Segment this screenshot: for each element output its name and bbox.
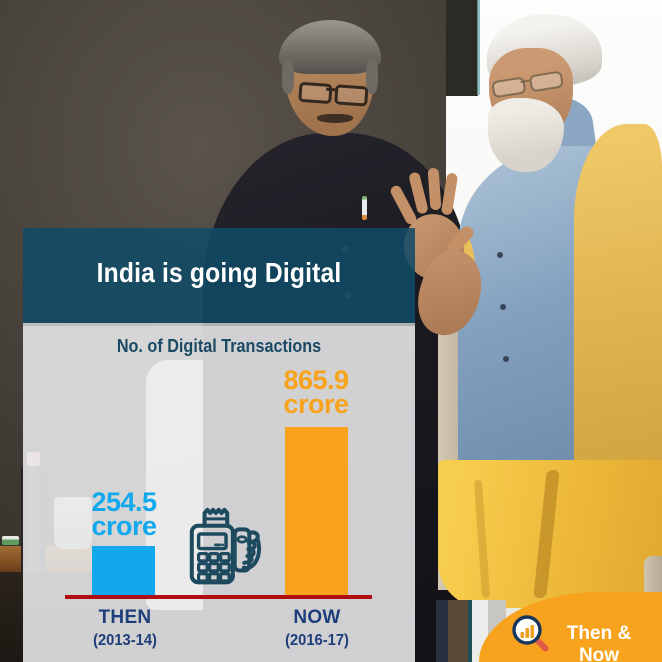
glasses-bridge <box>520 79 530 83</box>
speaker-left-hair <box>279 20 381 74</box>
glasses-bridge <box>326 87 337 92</box>
value-now-number: 865.9 <box>283 365 349 395</box>
badge-label: Then & Now <box>566 623 632 662</box>
value-label-then: 254.5 crore <box>64 487 184 541</box>
speaker-left-mustache <box>317 114 353 123</box>
category-then-period: (2013-14) <box>93 632 157 649</box>
chart-subtitle: No. of Digital Transactions <box>116 336 322 356</box>
value-then-unit: crore <box>91 511 157 541</box>
speaker-left-glasses <box>298 81 369 107</box>
speaker-left-sideburn <box>366 58 378 94</box>
vest-button <box>503 356 509 362</box>
speaker-left-sideburn <box>282 60 294 94</box>
screen-bezel-line <box>477 0 480 95</box>
page-title: India is going Digital <box>96 257 342 288</box>
speaker-right-beard <box>488 98 564 172</box>
category-now-period: (2016-17) <box>285 632 349 649</box>
finger <box>440 172 459 216</box>
lens <box>298 81 333 105</box>
lens <box>334 84 369 107</box>
infographic-card: India is going Digital No. of Digital Tr… <box>23 228 415 662</box>
category-now: NOW (2016-17) <box>257 607 377 650</box>
magnifier-chart-icon <box>507 612 553 658</box>
card-body <box>23 326 415 662</box>
bar-now <box>285 427 348 595</box>
header-divider <box>23 323 415 326</box>
finger <box>427 167 442 211</box>
category-now-label: NOW <box>293 607 341 628</box>
bar-then <box>92 546 155 595</box>
pos-terminal-icon <box>179 502 263 586</box>
vest-button <box>500 304 506 310</box>
speaker-right-kurta <box>438 460 662 608</box>
value-now-unit: crore <box>283 389 349 419</box>
axis-baseline <box>65 595 372 599</box>
vest-button <box>497 252 503 258</box>
category-then: THEN (2013-14) <box>65 607 185 650</box>
value-then-number: 254.5 <box>91 487 157 517</box>
card-header <box>23 228 415 323</box>
table-object <box>2 536 19 545</box>
value-label-now: 865.9 crore <box>256 365 376 419</box>
category-then-label: THEN <box>98 607 152 628</box>
stage-edge <box>446 0 478 96</box>
pocket-pen <box>362 196 367 220</box>
